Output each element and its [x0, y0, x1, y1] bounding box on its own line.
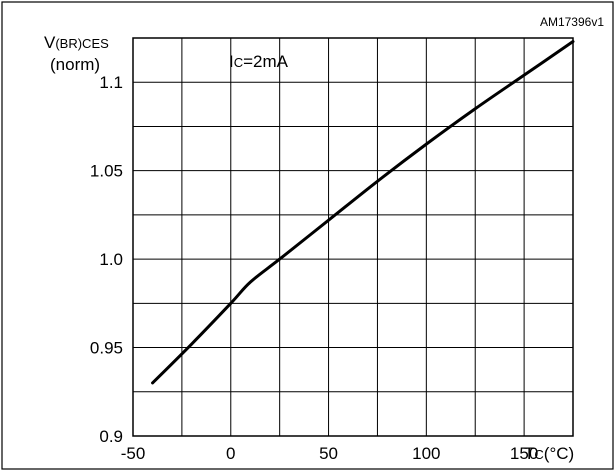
- grid: [133, 38, 573, 436]
- x-axis-label-subscript: C: [534, 447, 543, 462]
- y-axis-label-symbol: V: [44, 33, 56, 52]
- x-axis-label-symbol: T: [524, 444, 534, 463]
- y-tick-label: 0.9: [99, 427, 123, 446]
- y-tick-label: 1.1: [99, 73, 123, 92]
- series-line: [151, 40, 575, 385]
- y-tick-label: 1.0: [99, 250, 123, 269]
- x-tick-label: 150: [510, 444, 538, 463]
- y-axis-label: V(BR)CES: [44, 33, 109, 52]
- y-tick-label: 1.05: [90, 162, 123, 181]
- x-axis-label-unit: (°C): [544, 444, 574, 463]
- annotation-symbol: I: [229, 52, 234, 71]
- curve-layer: [151, 40, 575, 385]
- y-axis-label-unit: (norm): [50, 55, 100, 74]
- y-tick-labels: 0.9 0.95 1.0 1.05 1.1: [90, 73, 123, 446]
- x-tick-label: 100: [412, 444, 440, 463]
- x-axis-label: TC(°C): [524, 444, 574, 463]
- annotation-rest: =2mA: [243, 52, 289, 71]
- condition-annotation: IC=2mA: [229, 52, 289, 71]
- x-tick-labels: -50 0 50 100 150: [121, 444, 539, 463]
- annotation-subscript: C: [234, 55, 243, 70]
- x-tick-label: -50: [121, 444, 146, 463]
- x-tick-label: 0: [226, 444, 235, 463]
- x-tick-label: 50: [319, 444, 338, 463]
- y-axis-label-subscript: (BR)CES: [55, 36, 109, 51]
- y-tick-label: 0.95: [90, 339, 123, 358]
- plot-area-border: [132, 37, 574, 437]
- figure-id: AM17396v1: [540, 15, 604, 29]
